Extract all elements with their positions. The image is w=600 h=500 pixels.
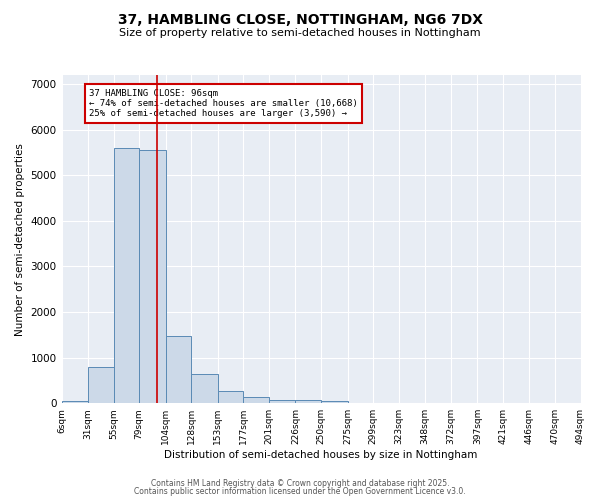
Bar <box>269 400 295 403</box>
Bar <box>88 366 113 403</box>
Bar <box>244 398 269 403</box>
Bar <box>139 150 166 403</box>
Text: Size of property relative to semi-detached houses in Nottingham: Size of property relative to semi-detach… <box>119 28 481 38</box>
Text: Contains public sector information licensed under the Open Government Licence v3: Contains public sector information licen… <box>134 487 466 496</box>
Bar <box>62 401 88 403</box>
Text: Contains HM Land Registry data © Crown copyright and database right 2025.: Contains HM Land Registry data © Crown c… <box>151 478 449 488</box>
Y-axis label: Number of semi-detached properties: Number of semi-detached properties <box>15 142 25 336</box>
Text: 37 HAMBLING CLOSE: 96sqm
← 74% of semi-detached houses are smaller (10,668)
25% : 37 HAMBLING CLOSE: 96sqm ← 74% of semi-d… <box>89 88 358 118</box>
Bar <box>113 148 139 403</box>
Text: 37, HAMBLING CLOSE, NOTTINGHAM, NG6 7DX: 37, HAMBLING CLOSE, NOTTINGHAM, NG6 7DX <box>118 12 482 26</box>
Bar <box>191 374 218 403</box>
Bar <box>218 391 244 403</box>
Bar <box>321 402 347 403</box>
X-axis label: Distribution of semi-detached houses by size in Nottingham: Distribution of semi-detached houses by … <box>164 450 478 460</box>
Bar <box>295 400 321 403</box>
Bar <box>166 336 191 403</box>
